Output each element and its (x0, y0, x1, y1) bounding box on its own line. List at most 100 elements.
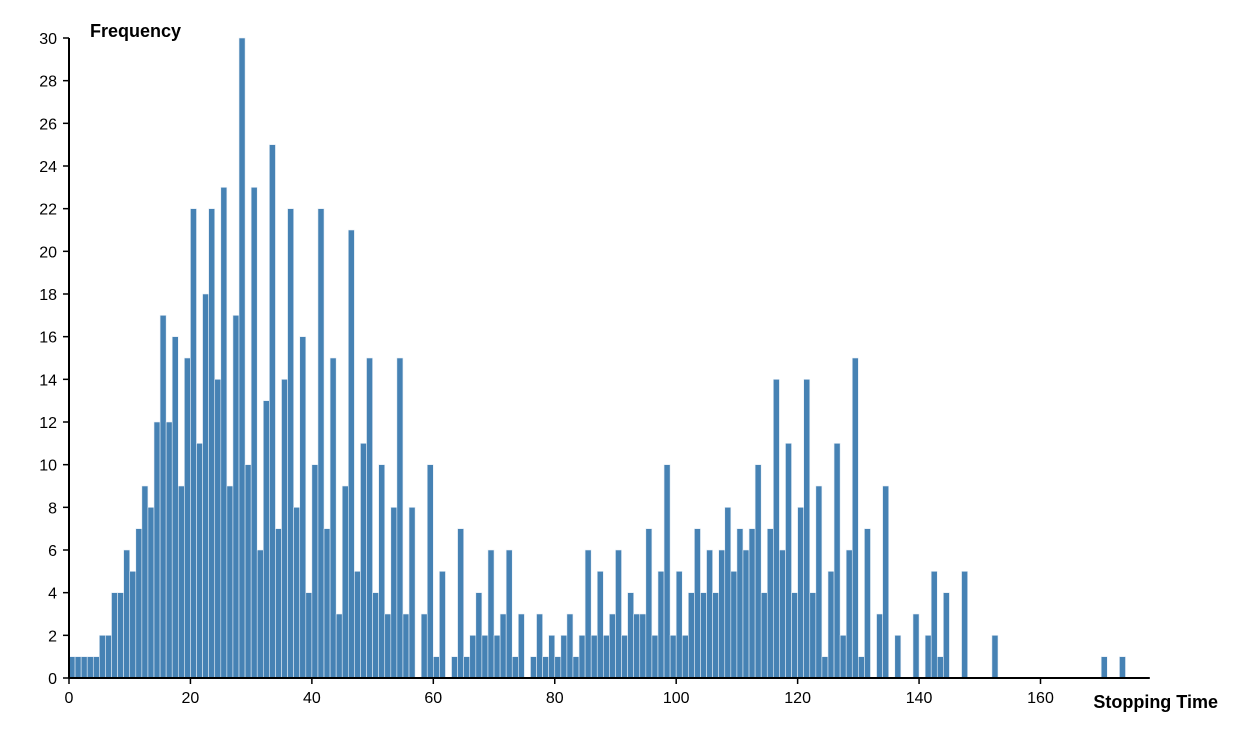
histogram-bar (439, 571, 446, 679)
histogram-bar (505, 549, 513, 679)
histogram-bar (92, 656, 100, 679)
histogram-bar (675, 571, 683, 679)
histogram-bar (603, 635, 610, 679)
histogram-bar (165, 421, 173, 679)
histogram-bar (930, 571, 938, 679)
histogram-bar (663, 464, 671, 679)
histogram-bar (111, 592, 118, 679)
histogram-bar (688, 592, 695, 679)
histogram-bar (481, 635, 489, 679)
x-tick-label: 120 (784, 690, 811, 707)
histogram-bar (803, 379, 811, 679)
histogram-bar (281, 379, 288, 679)
y-tick-label: 10 (39, 458, 57, 475)
histogram-bar (882, 485, 890, 679)
histogram-bar (864, 528, 871, 679)
histogram-bar (262, 400, 270, 679)
histogram-bar (1119, 656, 1126, 679)
histogram-bar (402, 613, 410, 679)
histogram-bar (457, 528, 464, 679)
histogram-bar (590, 635, 598, 679)
histogram-bar (815, 485, 823, 679)
y-tick-label: 2 (48, 628, 57, 645)
histogram-bar (530, 656, 537, 679)
histogram-bar (287, 208, 294, 679)
histogram-bar (894, 635, 902, 679)
histogram-bar (615, 549, 622, 679)
histogram-bar (542, 656, 549, 679)
histogram-bar (681, 635, 689, 679)
x-tick-label: 160 (1027, 690, 1054, 707)
x-tick-label: 60 (424, 690, 442, 707)
histogram-bar (329, 357, 337, 679)
histogram-bar (560, 635, 568, 679)
y-tick-label: 14 (39, 372, 57, 389)
histogram-bar (214, 379, 222, 679)
histogram-bar (712, 592, 719, 679)
histogram-bar (238, 37, 246, 679)
histogram-bar (845, 549, 853, 679)
histogram-bar (141, 485, 149, 679)
y-tick-label: 20 (39, 244, 57, 261)
histogram-bar (858, 656, 865, 679)
histogram-bar (809, 592, 817, 679)
y-tick-label: 26 (39, 116, 57, 133)
histogram-bar (493, 635, 501, 679)
histogram-bar (851, 357, 859, 679)
histogram-bar (354, 571, 361, 679)
histogram-bar (275, 528, 282, 679)
histogram-bar (754, 464, 762, 679)
histogram-bar (779, 549, 786, 679)
histogram-bar (627, 592, 634, 679)
histogram-bar (396, 357, 404, 679)
histogram-bar (578, 635, 586, 679)
y-tick-label: 6 (48, 543, 57, 560)
x-tick-label: 40 (303, 690, 321, 707)
histogram-bar (876, 613, 883, 679)
histogram-bar (232, 315, 240, 679)
histogram-bar (360, 443, 367, 679)
histogram-bar (323, 528, 331, 679)
x-tick-label: 20 (182, 690, 200, 707)
histogram-bar (426, 464, 434, 679)
histogram-bar (596, 571, 604, 679)
y-axis-title: Frequency (90, 21, 181, 41)
y-tick-label: 8 (48, 500, 57, 517)
histogram-bar (839, 635, 847, 679)
histogram-bar (572, 656, 580, 679)
histogram-bar (184, 357, 191, 679)
histogram-bar (943, 592, 950, 679)
histogram-bar (487, 549, 495, 679)
histogram-bar (475, 592, 483, 679)
histogram-bar (299, 336, 307, 679)
histogram-bar (293, 507, 301, 679)
histogram-bar (469, 635, 477, 679)
histogram-bar (669, 635, 677, 679)
histogram-bar (584, 549, 592, 679)
histogram-bar (766, 528, 774, 679)
histogram-bar (724, 507, 732, 679)
histogram-bar (773, 379, 780, 679)
y-tick-label: 28 (39, 74, 57, 91)
histogram-bar (657, 571, 665, 679)
histogram-bar (226, 485, 234, 679)
histogram-bar (135, 528, 143, 679)
histogram-bar (548, 635, 556, 679)
histogram-bar (912, 613, 920, 679)
histogram-bar (171, 336, 179, 679)
histogram-bar (384, 613, 392, 679)
histogram-bar (341, 485, 349, 679)
histogram-bar (451, 656, 458, 679)
histogram-bar (177, 485, 185, 679)
histogram-bar (129, 571, 137, 679)
histogram-bar (202, 293, 209, 679)
histogram-bar (499, 613, 507, 679)
histogram-bar (256, 549, 264, 679)
histogram-bar (566, 613, 574, 679)
y-tick-label: 24 (39, 159, 57, 176)
histogram-bar (554, 656, 562, 679)
histogram-bar (463, 656, 471, 679)
y-tick-label: 0 (48, 671, 57, 688)
